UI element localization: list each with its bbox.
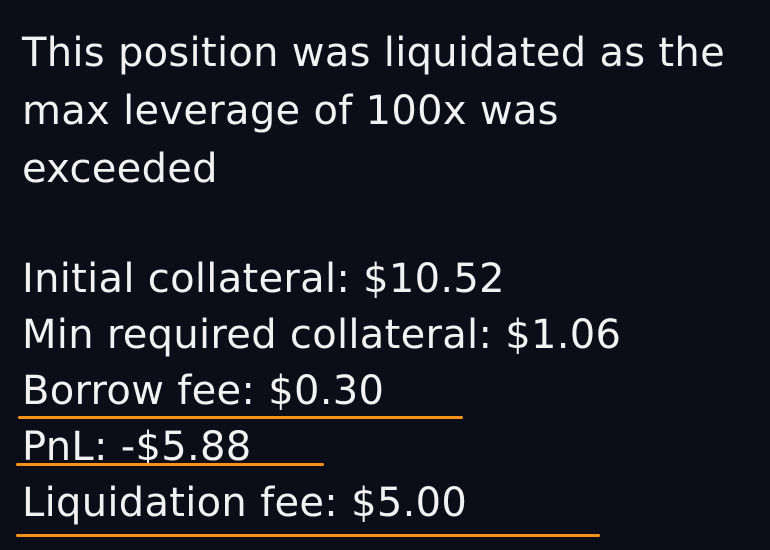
detail-label: Borrow fee: [22,368,256,414]
detail-borrow-fee: Borrow fee: $0.30 [22,362,384,420]
detail-min-required-collateral: Min required collateral: $1.06 [22,306,621,364]
detail-value: -$5.88 [120,424,252,470]
liquidation-message: This position was liquidated as the max … [22,30,725,192]
detail-liquidation-fee: Liquidation fee: $5.00 [22,474,467,532]
pnl-highlight-underline [16,463,324,466]
borrow-fee-highlight-underline [18,416,463,419]
detail-label: PnL: [22,424,108,470]
detail-initial-collateral: Initial collateral: $10.52 [22,250,505,308]
detail-value: $10.52 [363,256,505,302]
detail-label: Initial collateral: [22,256,351,302]
detail-label: Min required collateral: [22,312,493,358]
liquidation-fee-highlight-underline [16,534,600,537]
detail-value: $1.06 [505,312,622,358]
detail-value: $5.00 [351,480,468,526]
detail-value: $0.30 [268,368,385,414]
detail-pnl: PnL: -$5.88 [22,418,252,476]
detail-label: Liquidation fee: [22,480,339,526]
